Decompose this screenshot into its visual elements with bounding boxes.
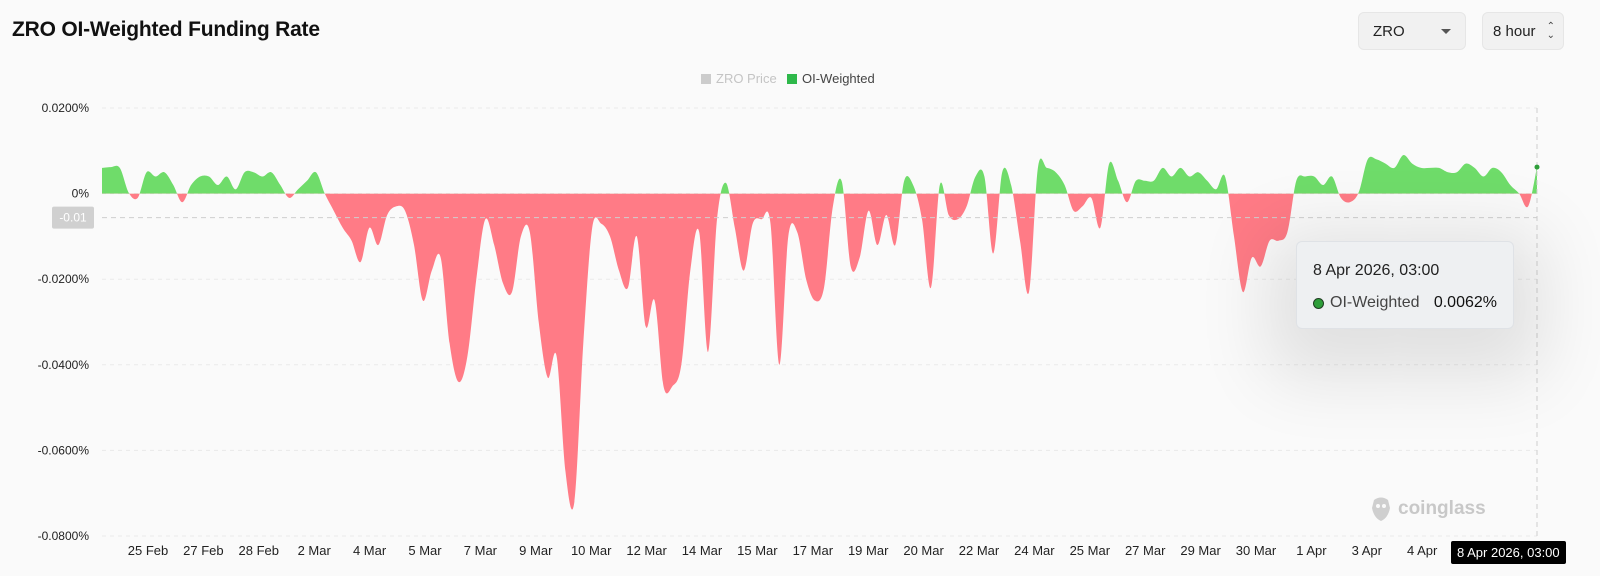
x-tick-label: 28 Feb (239, 543, 279, 558)
tooltip-row: OI-Weighted 0.0062% (1313, 294, 1497, 312)
legend-swatch (701, 74, 711, 84)
positive-area (102, 155, 1537, 194)
x-tick-label: 24 Mar (1014, 543, 1055, 558)
x-tick-label: 27 Mar (1125, 543, 1166, 558)
legend-swatch (787, 74, 797, 84)
watermark-text: coinglass (1398, 498, 1486, 519)
crosshair: -0.01 (52, 108, 1540, 536)
chart-tooltip: 8 Apr 2026, 03:00 OI-Weighted 0.0062% (1296, 241, 1514, 329)
x-tick-label: 30 Mar (1236, 543, 1277, 558)
x-tick-label: 3 Apr (1352, 543, 1383, 558)
x-tick-label: 22 Mar (959, 543, 1000, 558)
chevron-down-icon (1441, 29, 1451, 34)
y-tick-label: 0% (72, 187, 90, 201)
crosshair-y-badge (52, 206, 94, 229)
coin-select[interactable]: ZRO (1358, 12, 1466, 50)
negative-area (129, 193, 1532, 510)
y-tick-label: -0.0400% (38, 358, 90, 372)
x-tick-label: 2 Mar (298, 543, 332, 558)
y-axis: 0.0200% 0% -0.0200% -0.0400% -0.0600% -0.0800… (38, 101, 90, 543)
tooltip-series-value: 0.0062% (1433, 294, 1497, 311)
up-down-arrows-icon: ⌃ ⌄ (1546, 21, 1555, 41)
x-tick-label: 15 Mar (737, 543, 778, 558)
chart-legend: ZRO Price OI-Weighted (701, 71, 875, 86)
x-tick-label: 14 Mar (682, 543, 723, 558)
x-tick-label: 1 Apr (1296, 543, 1327, 558)
x-tick-label: 29 Mar (1180, 543, 1221, 558)
coin-select-value: ZRO (1373, 22, 1405, 40)
y-tick-label: -0.0200% (38, 272, 90, 286)
x-tick-label: 25 Feb (128, 543, 168, 558)
x-tick-label: 4 Apr (1407, 543, 1438, 558)
series-dot-icon (1313, 297, 1324, 309)
y-tick-label: -0.0600% (38, 443, 90, 457)
coinglass-logo-icon (1372, 497, 1390, 521)
x-tick-label: 12 Mar (626, 543, 667, 558)
x-tick-label: 5 Mar (408, 543, 442, 558)
x-tick-label: 19 Mar (848, 543, 889, 558)
x-tick-label: 27 Feb (183, 543, 223, 558)
x-tick-label: 25 Mar (1070, 543, 1111, 558)
x-tick-label: 7 Mar (464, 543, 498, 558)
tooltip-date: 8 Apr 2026, 03:00 (1313, 262, 1440, 279)
tooltip-series-name: OI-Weighted (1330, 294, 1420, 311)
x-tick-label: 4 Mar (353, 543, 387, 558)
x-tick-label: 17 Mar (793, 543, 834, 558)
legend-item-label[interactable]: OI-Weighted (802, 71, 875, 86)
crosshair-x-label: 8 Apr 2026, 03:00 (1451, 541, 1566, 564)
x-tick-label: 20 Mar (903, 543, 944, 558)
legend-item-label[interactable]: ZRO Price (716, 71, 777, 86)
x-tick-label: 9 Mar (519, 543, 553, 558)
x-axis: 25 Feb 27 Feb 28 Feb 2 Mar 4 Mar 5 Mar 7 Mar 9 … (128, 543, 1438, 558)
coinglass-watermark: coinglass (1370, 496, 1486, 522)
x-tick-label: 10 Mar (571, 543, 612, 558)
interval-select[interactable]: 8 hour ⌃ ⌄ (1482, 12, 1564, 50)
chart-areas (102, 155, 1537, 510)
crosshair-y-label: -0.01 (59, 211, 87, 225)
y-tick-label: -0.0800% (38, 529, 90, 543)
crosshair-point (1534, 164, 1540, 170)
y-tick-label: 0.0200% (42, 101, 90, 115)
page-title: ZRO OI-Weighted Funding Rate (12, 18, 320, 41)
interval-select-value: 8 hour (1493, 22, 1536, 40)
